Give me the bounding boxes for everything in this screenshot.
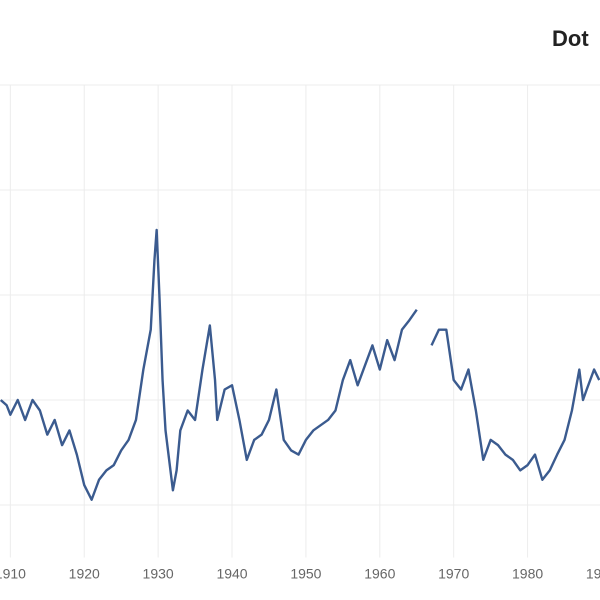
x-tick-label: 1950 [290, 566, 321, 582]
x-tick-label: 1990 [586, 566, 600, 582]
x-tick-label: 1970 [438, 566, 469, 582]
x-tick-label: 1920 [69, 566, 100, 582]
x-tick-label: 1910 [0, 566, 26, 582]
x-tick-label: 1930 [143, 566, 174, 582]
x-tick-label: 1940 [216, 566, 247, 582]
x-tick-label: 1980 [512, 566, 543, 582]
line-series [0, 228, 418, 501]
chart-title: Dot [552, 26, 589, 51]
x-tick-label: 1960 [364, 566, 395, 582]
line-series [430, 328, 600, 481]
